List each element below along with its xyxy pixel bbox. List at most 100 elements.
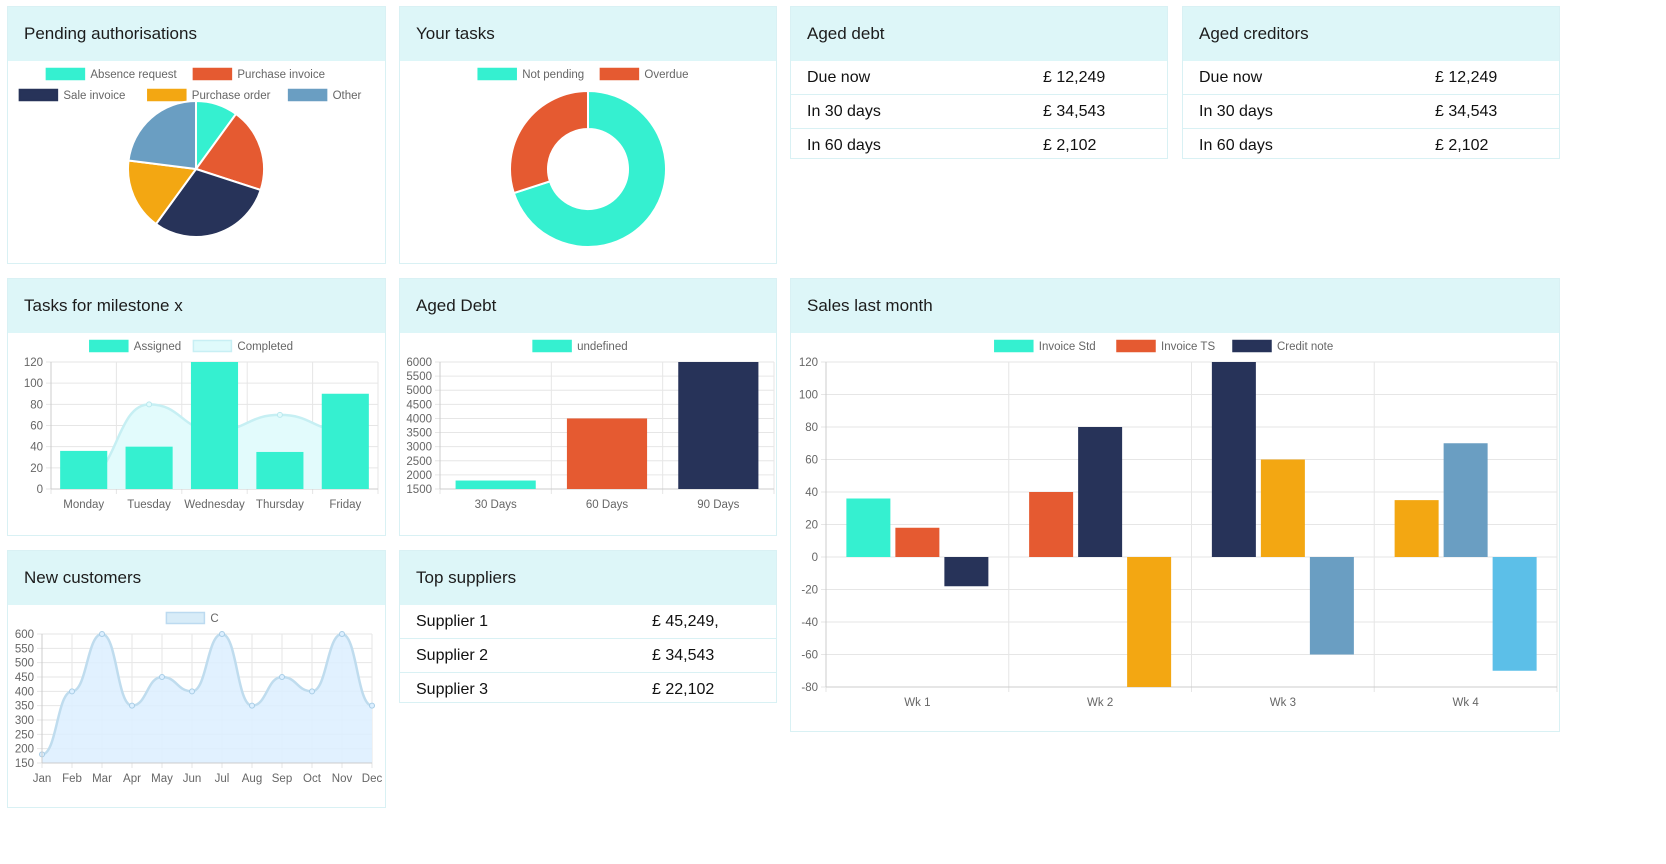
bar [1443, 443, 1488, 557]
area-point [339, 631, 345, 637]
row-label: Supplier 3 [416, 681, 489, 698]
y-tick-label: 1500 [406, 484, 432, 496]
y-tick-label: 200 [15, 744, 34, 756]
bar [256, 451, 304, 489]
card-title: Top suppliers [400, 551, 776, 605]
y-tick-label: -60 [801, 650, 818, 662]
row-amount: £ 34,543 [1435, 102, 1498, 120]
y-tick-label: 100 [24, 378, 43, 390]
row-label: Supplier 1 [416, 612, 489, 630]
table-row: Supplier 2 £ 34,543 [400, 639, 776, 673]
card-title: Pending authorisations [8, 7, 385, 61]
y-tick-label: 150 [15, 758, 34, 770]
x-tick-label: 60 Days [586, 499, 628, 511]
bar [321, 393, 369, 489]
y-tick-label: 40 [30, 442, 43, 454]
row-amount: £ 45,249, [652, 612, 719, 630]
table-row: Supplier 3 £ 22,102 [400, 673, 776, 707]
table-row: In 60 days £ 2,102 [1183, 129, 1559, 163]
x-tick-label: Feb [62, 773, 82, 785]
card-title: New customers [8, 551, 385, 605]
y-tick-label: 0 [37, 484, 43, 496]
x-tick-label: Thursday [256, 499, 304, 511]
y-tick-label: 450 [15, 672, 34, 684]
sales-bar-chart: Invoice Std Invoice TS Credit note -80 -60 -4… [799, 339, 1558, 709]
y-tick-label: 400 [15, 686, 34, 698]
row-amount: £ 12,249 [1043, 68, 1106, 86]
y-tick-label: 100 [799, 390, 818, 402]
row-amount: £ 22,102 [652, 681, 715, 698]
row-label: In 60 days [1199, 137, 1273, 154]
legend-swatch [45, 67, 86, 81]
y-tick-label: 80 [30, 399, 43, 411]
x-tick-label: 90 Days [697, 499, 739, 511]
y-tick-label: 550 [15, 643, 34, 655]
aged-debt-chart-card: Aged Debt undefined 1500 2000 2500 3000 3500 4… [399, 278, 777, 536]
y-tick-label: -40 [801, 617, 818, 629]
bar [455, 480, 536, 489]
x-tick-label: Mar [92, 773, 112, 785]
legend-label: C [210, 613, 218, 625]
row-label: Supplier 2 [416, 646, 489, 664]
bar [1260, 459, 1305, 557]
x-tick-label: Jun [183, 773, 202, 785]
legend-swatch [192, 339, 233, 353]
pie-slice [154, 167, 262, 238]
pending-authorisations-card: Pending authorisations Absence request Pu… [7, 6, 386, 264]
aged-debt-bar-chart: undefined 1500 2000 2500 3000 3500 4000 4500 500… [406, 339, 775, 511]
x-tick-label: Jul [215, 773, 230, 785]
area-point [146, 401, 153, 408]
doughnut-segment [509, 89, 589, 195]
legend-label: Credit note [1277, 341, 1333, 353]
y-tick-label: 350 [15, 701, 34, 713]
y-tick-label: 5000 [406, 385, 432, 397]
legend-swatch [477, 67, 517, 81]
x-tick-label: 30 Days [475, 499, 517, 511]
card-title: Aged creditors [1183, 7, 1559, 61]
row-label: In 30 days [807, 102, 881, 120]
pie-slice [194, 112, 265, 192]
x-tick-label: Sep [272, 773, 292, 785]
y-tick-label: 6000 [406, 357, 432, 369]
bar [1127, 557, 1172, 687]
bar [678, 362, 759, 489]
table-row: In 60 days £ 2,102 [791, 129, 1167, 163]
top-suppliers-card: Top suppliers Supplier 1 £ 45,249, Supplie… [399, 550, 777, 703]
legend-label: Completed [237, 341, 293, 353]
x-tick-label: Oct [303, 773, 322, 785]
card-title: Aged Debt [400, 279, 776, 333]
card-title: Tasks for milestone x [8, 279, 385, 333]
legend-label: Assigned [134, 341, 181, 353]
x-tick-label: Wk 4 [1453, 697, 1480, 709]
sales-card: Sales last month Invoice Std Invoice TS Cr… [790, 278, 1560, 732]
y-tick-label: 3000 [406, 442, 432, 454]
area-point [159, 674, 165, 680]
aged-debt-table-card: Aged debt Due now £ 12,249 In 30 days £ 34,… [790, 6, 1168, 159]
x-tick-label: Nov [332, 773, 353, 785]
y-tick-label: 2500 [406, 456, 432, 468]
x-tick-label: Dec [362, 773, 383, 785]
table-row: Due now £ 12,249 [1183, 61, 1559, 95]
new-customers-area-chart: C 150 200 250 300 350 400 450 500 550 600 Jan Feb Mar… [15, 611, 383, 785]
x-tick-label: Wk 2 [1087, 697, 1113, 709]
y-tick-label: 3500 [406, 428, 432, 440]
top-suppliers-table: Supplier 1 £ 45,249, Supplier 2 £ 34,543 Sup… [400, 605, 776, 707]
y-tick-label: 5500 [406, 371, 432, 383]
x-tick-label: Wk 3 [1270, 697, 1296, 709]
bar [190, 362, 239, 489]
your-tasks-card: Your tasks Not pending Overdue [399, 6, 777, 264]
pie-slice [127, 99, 197, 171]
table-row: Supplier 1 £ 45,249, [400, 605, 776, 639]
y-tick-label: 40 [805, 487, 818, 499]
card-title: Sales last month [791, 279, 1559, 333]
x-tick-label: Monday [63, 499, 104, 511]
y-tick-label: 60 [30, 421, 43, 433]
row-amount: £ 2,102 [1043, 137, 1097, 154]
bar [1309, 557, 1354, 655]
area-point [309, 688, 315, 695]
bar [566, 418, 648, 489]
aged-creditors-card: Aged creditors Due now £ 12,249 In 30 days… [1182, 6, 1560, 159]
row-label: Due now [1199, 68, 1263, 86]
bar [1211, 362, 1256, 557]
legend-label: Not pending [522, 69, 584, 81]
